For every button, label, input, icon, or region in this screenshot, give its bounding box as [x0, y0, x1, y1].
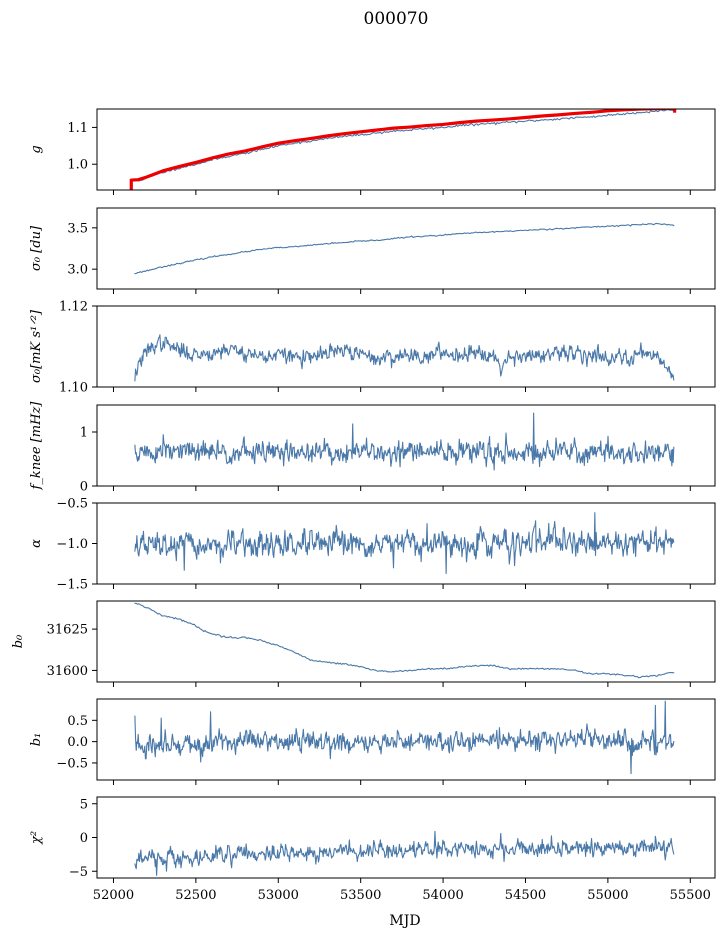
- alpha-plot-area: [134, 512, 675, 575]
- alpha-ytick-label: −1.5: [56, 578, 88, 593]
- b0-ytick-label: 31625: [47, 623, 88, 638]
- sigma0_mk-ytick-label: 1.10: [59, 381, 88, 396]
- sigma0_du-series-0-line: [134, 222, 675, 275]
- xtick-label: 54000: [422, 888, 463, 903]
- sigma0_du-axes-frame: [96, 207, 716, 290]
- subplot-b1: −0.5 0.0 0.5 b₁: [29, 698, 716, 785]
- subplot-sigma0_mk: 1.10 1.12 σ₀[mK s¹ᐟ²]: [29, 300, 716, 396]
- b0-plot-area: [134, 602, 675, 679]
- xtick-label: 55500: [670, 888, 711, 903]
- xtick-label: 55000: [587, 888, 628, 903]
- chi2-y-axis-label: χ²: [29, 831, 44, 845]
- fknee-series-0-line: [134, 412, 675, 471]
- figure-title: 000070: [364, 9, 429, 29]
- b0-axes-frame: [96, 600, 716, 683]
- g-series-0-line: [131, 109, 675, 182]
- x-axis-label: MJD: [389, 913, 420, 929]
- g-y-axis-label: g: [29, 145, 44, 153]
- alpha-axes-frame: [96, 502, 716, 585]
- sigma0_mk-ytick-label: 1.12: [59, 300, 88, 315]
- fknee-axes-frame: [96, 404, 716, 487]
- b0-ytick-label: 31600: [47, 664, 88, 679]
- chi2-plot-area: [134, 830, 675, 876]
- subplot-b0: 31600 31625 b₀: [11, 600, 716, 687]
- subplot-fknee: 0 1 f_knee [mHz]: [29, 401, 716, 495]
- sigma0_du-ytick-label: 3.5: [67, 221, 88, 236]
- subplot-sigma0_du: 3.0 3.5 σ₀ [du]: [29, 207, 716, 294]
- b1-ytick-label: 0.0: [67, 735, 88, 750]
- fknee-ytick-label: 1: [80, 426, 88, 441]
- sigma0_du-y-axis-label: σ₀ [du]: [29, 225, 44, 271]
- g-ytick-label: 1.0: [67, 158, 88, 173]
- chi2-axes-frame: [96, 796, 716, 879]
- g-series-1-line: [130, 109, 676, 182]
- subplot-g: 1.0 1.1 g: [29, 108, 716, 195]
- fknee-ytick-label: 0: [80, 480, 88, 495]
- alpha-series-0-line: [134, 512, 675, 575]
- alpha-ytick-label: −0.5: [56, 497, 88, 512]
- alpha-y-axis-label: α: [29, 539, 44, 548]
- b1-axes-frame: [96, 698, 716, 781]
- b1-plot-area: [134, 700, 675, 775]
- alpha-ytick-label: −1.0: [56, 537, 88, 552]
- sigma0_mk-y-axis-label: σ₀[mK s¹ᐟ²]: [29, 309, 44, 383]
- g-plot-area: [129, 109, 677, 190]
- subplot-stack: 1.0 1.1 g 3.0 3.5 σ₀ [du] 1.10 1.12 σ₀[mK s¹ᐟ²] 0…: [11, 108, 716, 903]
- xtick-label: 52000: [93, 888, 134, 903]
- sigma0_mk-axes-frame: [96, 305, 716, 388]
- b1-ytick-label: −0.5: [56, 756, 88, 771]
- g-ytick-label: 1.1: [67, 121, 88, 136]
- sigma0_du-ytick-label: 3.0: [67, 263, 88, 278]
- b0-series-0-line: [134, 602, 675, 679]
- sigma0_mk-series-0-line: [134, 334, 675, 382]
- xtick-label: 54500: [505, 888, 546, 903]
- chi2-series-0-line: [134, 830, 675, 876]
- xtick-label: 53500: [340, 888, 381, 903]
- xtick-label: 52500: [175, 888, 216, 903]
- b1-series-0-line: [134, 700, 675, 775]
- b1-ytick-label: 0.5: [67, 714, 88, 729]
- subplot-alpha: −1.5 −1.0 −0.5 α: [29, 497, 716, 593]
- chi2-ytick-label: 5: [80, 797, 88, 812]
- fknee-plot-area: [134, 412, 675, 471]
- xtick-label: 53000: [258, 888, 299, 903]
- b1-y-axis-label: b₁: [29, 733, 44, 747]
- sigma0_mk-plot-area: [134, 334, 675, 382]
- chi2-ytick-label: −5: [69, 865, 88, 880]
- chi2-ytick-label: 0: [80, 831, 88, 846]
- subplot-chi2: −5 0 5 52000 52500 53000 53500 54000 54500 55000 5…: [29, 796, 716, 903]
- sigma0_du-plot-area: [134, 222, 675, 275]
- g-axes-frame: [96, 108, 716, 191]
- b0-y-axis-label: b₀: [11, 634, 26, 648]
- fknee-y-axis-label: f_knee [mHz]: [29, 401, 44, 491]
